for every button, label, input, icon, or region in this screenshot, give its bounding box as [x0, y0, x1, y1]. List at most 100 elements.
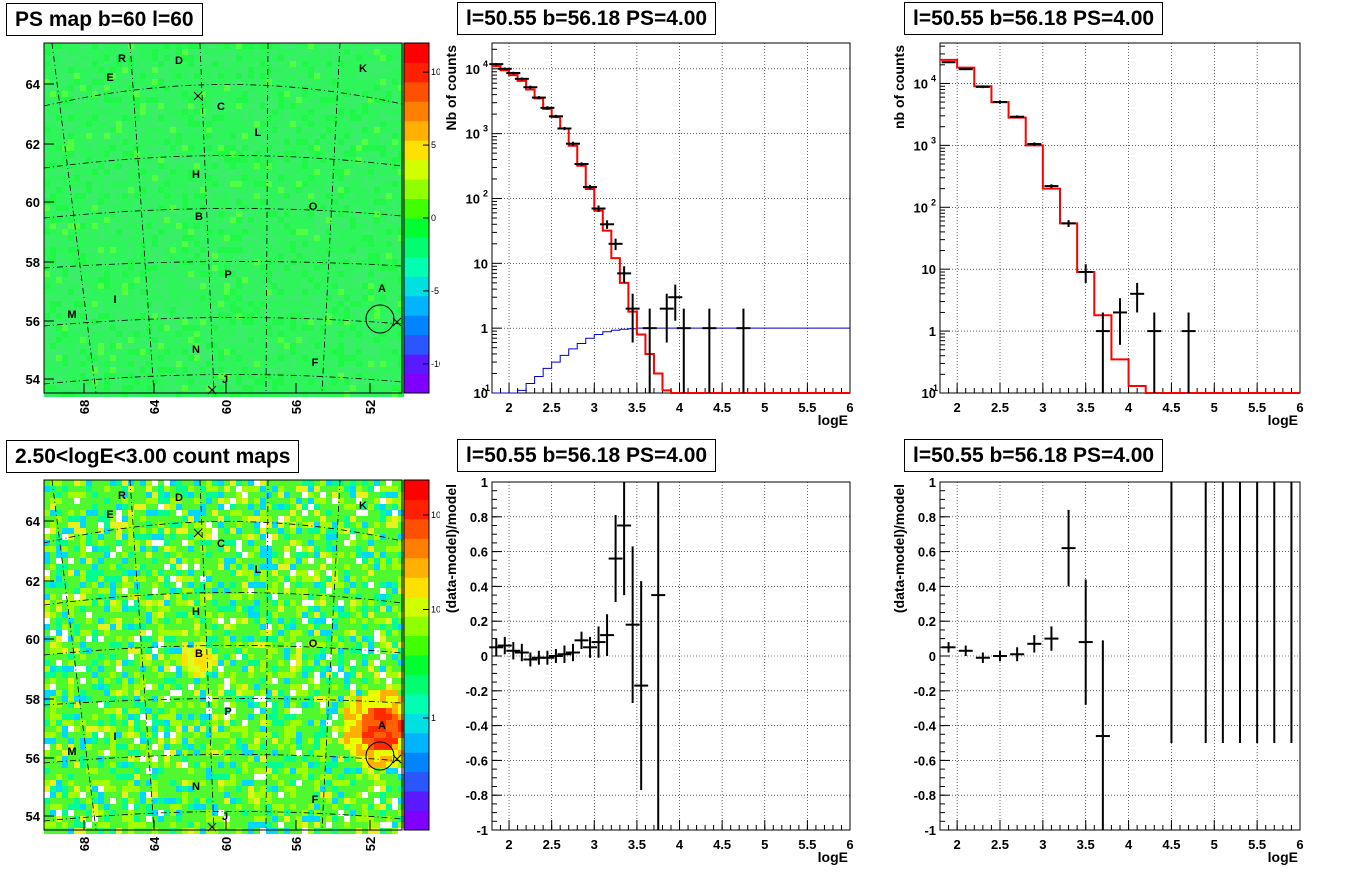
heatmap-cell [188, 115, 194, 121]
heatmap-cell [152, 582, 158, 588]
heatmap-cell [368, 205, 374, 211]
heatmap-cell [116, 241, 122, 247]
heatmap-cell [386, 546, 392, 552]
heatmap-cell [134, 349, 140, 355]
heatmap-cell [242, 510, 248, 516]
heatmap-cell [80, 325, 86, 331]
heatmap-cell [206, 295, 212, 301]
heatmap-cell [206, 337, 212, 343]
heatmap-cell [50, 163, 56, 169]
heatmap-cell [212, 349, 218, 355]
heatmap-cell [44, 373, 50, 379]
heatmap-cell [146, 229, 152, 235]
colorbar-tick-label: 5 [431, 140, 436, 150]
heatmap-cell [302, 492, 308, 498]
heatmap-cell [218, 355, 224, 361]
heatmap-cell [302, 612, 308, 618]
heatmap-cell [206, 522, 212, 528]
heatmap-cell [230, 552, 236, 558]
heatmap-cell [248, 265, 254, 271]
heatmap-cell [98, 223, 104, 229]
heatmap-cell [98, 373, 104, 379]
heatmap-cell [278, 121, 284, 127]
heatmap-cell [92, 49, 98, 55]
heatmap-cell [176, 139, 182, 145]
heatmap-cell [62, 91, 68, 97]
heatmap-cell [302, 73, 308, 79]
heatmap-cell [284, 355, 290, 361]
heatmap-cell [296, 307, 302, 313]
heatmap-cell [134, 367, 140, 373]
heatmap-cell [140, 588, 146, 594]
heatmap-cell [80, 229, 86, 235]
heatmap-cell [158, 313, 164, 319]
heatmap-cell [314, 277, 320, 283]
heatmap-cell [158, 534, 164, 540]
heatmap-cell [200, 367, 206, 373]
heatmap-cell [140, 217, 146, 223]
heatmap-cell [56, 367, 62, 373]
heatmap-cell [212, 229, 218, 235]
heatmap-cell [218, 307, 224, 313]
heatmap-cell [230, 558, 236, 564]
heatmap-cell [146, 91, 152, 97]
heatmap-cell [248, 528, 254, 534]
heatmap-cell [182, 534, 188, 540]
heatmap-cell [80, 528, 86, 534]
heatmap-cell [362, 361, 368, 367]
heatmap-cell [326, 139, 332, 145]
heatmap-cell [242, 181, 248, 187]
heatmap-cell [332, 205, 338, 211]
heatmap-cell [86, 492, 92, 498]
heatmap-cell [164, 612, 170, 618]
heatmap-cell [170, 576, 176, 582]
heatmap-cell [146, 61, 152, 67]
heatmap-cell [146, 367, 152, 373]
heatmap-cell [134, 295, 140, 301]
heatmap-cell [260, 510, 266, 516]
heatmap-cell [392, 337, 398, 343]
heatmap-cell [284, 169, 290, 175]
heatmap-cell [350, 55, 356, 61]
heatmap-cell [392, 73, 398, 79]
heatmap-cell [62, 85, 68, 91]
heatmap-cell [230, 570, 236, 576]
heatmap-cell [182, 367, 188, 373]
heatmap-cell [134, 373, 140, 379]
heatmap-cell [50, 367, 56, 373]
heatmap-cell [128, 606, 134, 612]
heatmap-cell [200, 319, 206, 325]
heatmap-cell [236, 151, 242, 157]
heatmap-cell [200, 295, 206, 301]
heatmap-cell [290, 349, 296, 355]
heatmap-cell [56, 85, 62, 91]
heatmap-cell [86, 157, 92, 163]
heatmap-cell [128, 558, 134, 564]
heatmap-cell [260, 85, 266, 91]
heatmap-cell [44, 109, 50, 115]
heatmap-cell [290, 582, 296, 588]
heatmap-cell [272, 43, 278, 49]
heatmap-cell [278, 295, 284, 301]
heatmap-cell [152, 79, 158, 85]
heatmap-cell [56, 241, 62, 247]
heatmap-cell [230, 61, 236, 67]
heatmap-cell [74, 606, 80, 612]
heatmap-cell [224, 391, 230, 397]
heatmap-cell [248, 133, 254, 139]
heatmap-cell [368, 570, 374, 576]
heatmap-cell [134, 564, 140, 570]
heatmap-cell [146, 109, 152, 115]
heatmap-cell [314, 103, 320, 109]
heatmap-cell [98, 205, 104, 211]
heatmap-cell [170, 349, 176, 355]
heatmap-cell [398, 283, 404, 289]
heatmap-cell [146, 55, 152, 61]
heatmap-cell [182, 247, 188, 253]
heatmap-cell [344, 223, 350, 229]
heatmap-cell [182, 552, 188, 558]
heatmap-cell [362, 43, 368, 49]
heatmap-cell [368, 498, 374, 504]
heatmap-cell [170, 229, 176, 235]
heatmap-cell [176, 253, 182, 259]
